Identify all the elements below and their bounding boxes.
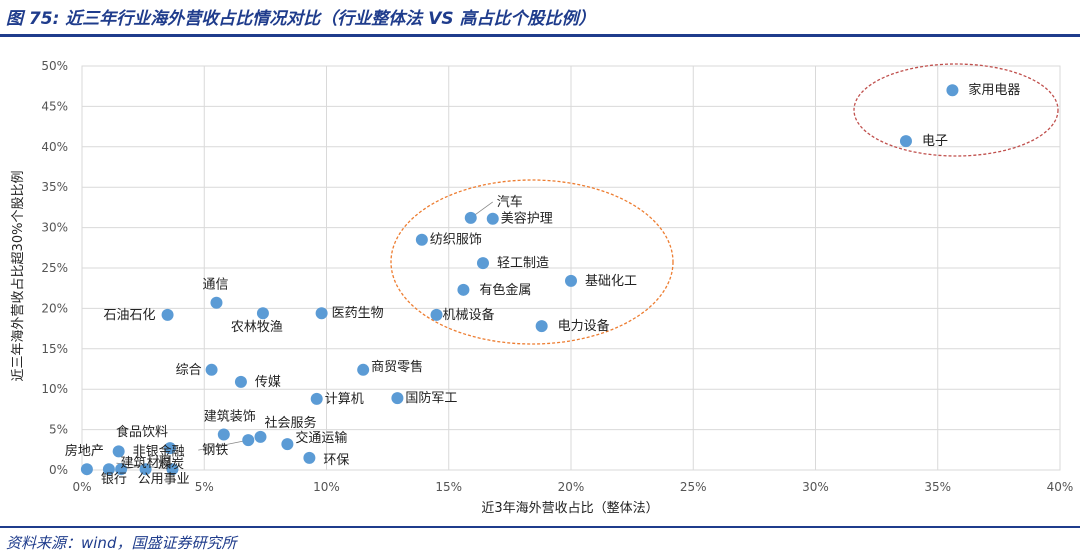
point-label: 传媒 (255, 375, 281, 390)
data-point (166, 463, 179, 476)
point-label: 房地产 (65, 443, 104, 459)
data-point (415, 233, 428, 246)
data-points (80, 84, 959, 476)
annotation-ellipses (390, 63, 1059, 345)
x-axis-ticks: 0% 5% 10% 15% 20% 25% 30% 35% 40% (72, 480, 1073, 494)
data-point (242, 434, 255, 447)
point-label: 综合 (176, 363, 202, 378)
data-point (210, 296, 223, 309)
data-point (281, 438, 294, 451)
x-axis-label: 近3年海外营收占比（整体法） (481, 501, 658, 516)
data-point (256, 307, 269, 320)
y-tick-label: 50% (41, 59, 68, 73)
point-label: 农林牧渔 (231, 320, 283, 335)
point-label: 公用事业 (138, 472, 190, 487)
x-tick-label: 15% (435, 480, 462, 494)
y-tick-label: 35% (41, 180, 68, 194)
data-point (310, 392, 323, 405)
data-point (430, 308, 443, 321)
y-tick-label: 5% (49, 423, 68, 437)
point-label: 电力设备 (558, 318, 610, 334)
point-label: 机械设备 (443, 307, 495, 323)
x-tick-label: 0% (72, 480, 91, 494)
y-tick-label: 15% (41, 342, 68, 356)
point-label: 通信 (202, 278, 228, 293)
data-point (205, 363, 218, 376)
data-point (115, 463, 128, 476)
point-label: 基础化工 (585, 274, 637, 289)
y-tick-label: 30% (41, 221, 68, 235)
y-axis-label: 近三年海外营收占比超30%个股比例 (11, 171, 26, 382)
x-tick-label: 5% (195, 480, 214, 494)
data-point (303, 451, 316, 464)
data-point (476, 257, 489, 270)
data-point (464, 211, 477, 224)
data-point (535, 320, 548, 333)
point-label: 银行 (101, 472, 127, 487)
y-tick-label: 45% (41, 99, 68, 113)
data-point (164, 442, 177, 455)
point-label: 非银金融 (133, 443, 185, 459)
point-label: 医药生物 (332, 306, 384, 321)
point-label: 商贸零售 (371, 359, 423, 375)
x-tick-label: 10% (313, 480, 340, 494)
point-label: 纺织服饰 (430, 233, 482, 248)
data-point (139, 463, 152, 476)
point-label: 美容护理 (501, 211, 553, 227)
point-label: 建筑材料 (120, 455, 172, 471)
point-label: 社会服务 (264, 415, 316, 431)
point-label: 交通运输 (295, 430, 347, 446)
x-tick-label: 40% (1047, 480, 1074, 494)
data-point (234, 375, 247, 388)
data-point (315, 307, 328, 320)
source-note: 资料来源：wind，国盛证券研究所 (6, 534, 237, 552)
point-label: 汽车 (497, 194, 523, 210)
data-point (899, 135, 912, 148)
x-tick-label: 30% (802, 480, 829, 494)
point-label: 轻工制造 (497, 256, 549, 271)
data-point (112, 445, 125, 458)
leader-line (198, 439, 249, 451)
point-label: 煤炭 (158, 457, 184, 472)
point-label: 环保 (323, 453, 349, 468)
data-point (457, 283, 470, 296)
point-label: 有色金属 (479, 282, 531, 298)
x-tick-label: 20% (558, 480, 585, 494)
figure-title: 图 75: 近三年行业海外营收占比情况对比（行业整体法 VS 高占比个股比例） (6, 9, 596, 29)
data-point (946, 84, 959, 97)
point-label: 家用电器 (968, 82, 1020, 98)
point-label: 钢铁 (202, 443, 228, 458)
data-point (391, 392, 404, 405)
y-tick-label: 25% (41, 261, 68, 275)
x-tick-label: 35% (924, 480, 951, 494)
top-group-ellipse (853, 63, 1059, 157)
point-label: 食品饮料 (116, 424, 168, 440)
y-tick-label: 0% (49, 463, 68, 477)
data-point (217, 428, 230, 441)
data-point (486, 212, 499, 225)
data-point (565, 274, 577, 287)
bottom-rule (0, 526, 1080, 528)
point-label: 电子 (922, 134, 948, 149)
data-point (80, 463, 93, 476)
point-label: 建筑装饰 (204, 408, 256, 424)
point-label: 计算机 (325, 392, 364, 407)
x-tick-label: 25% (680, 480, 707, 494)
point-label: 国防军工 (405, 390, 457, 406)
data-point (254, 430, 267, 443)
mid-group-ellipse (390, 179, 674, 345)
y-tick-label: 10% (41, 382, 68, 396)
data-point (357, 363, 370, 376)
data-point (161, 308, 174, 321)
y-axis-ticks: 0% 5% 10% 15% 20% 25% 30% 35% 40% 45% 50% (41, 59, 68, 477)
y-tick-label: 20% (41, 301, 68, 315)
top-rule (0, 34, 1080, 37)
grid-lines (81, 65, 1061, 471)
y-tick-label: 40% (41, 140, 68, 154)
data-point (102, 463, 115, 476)
point-label: 石油石化 (104, 308, 156, 323)
